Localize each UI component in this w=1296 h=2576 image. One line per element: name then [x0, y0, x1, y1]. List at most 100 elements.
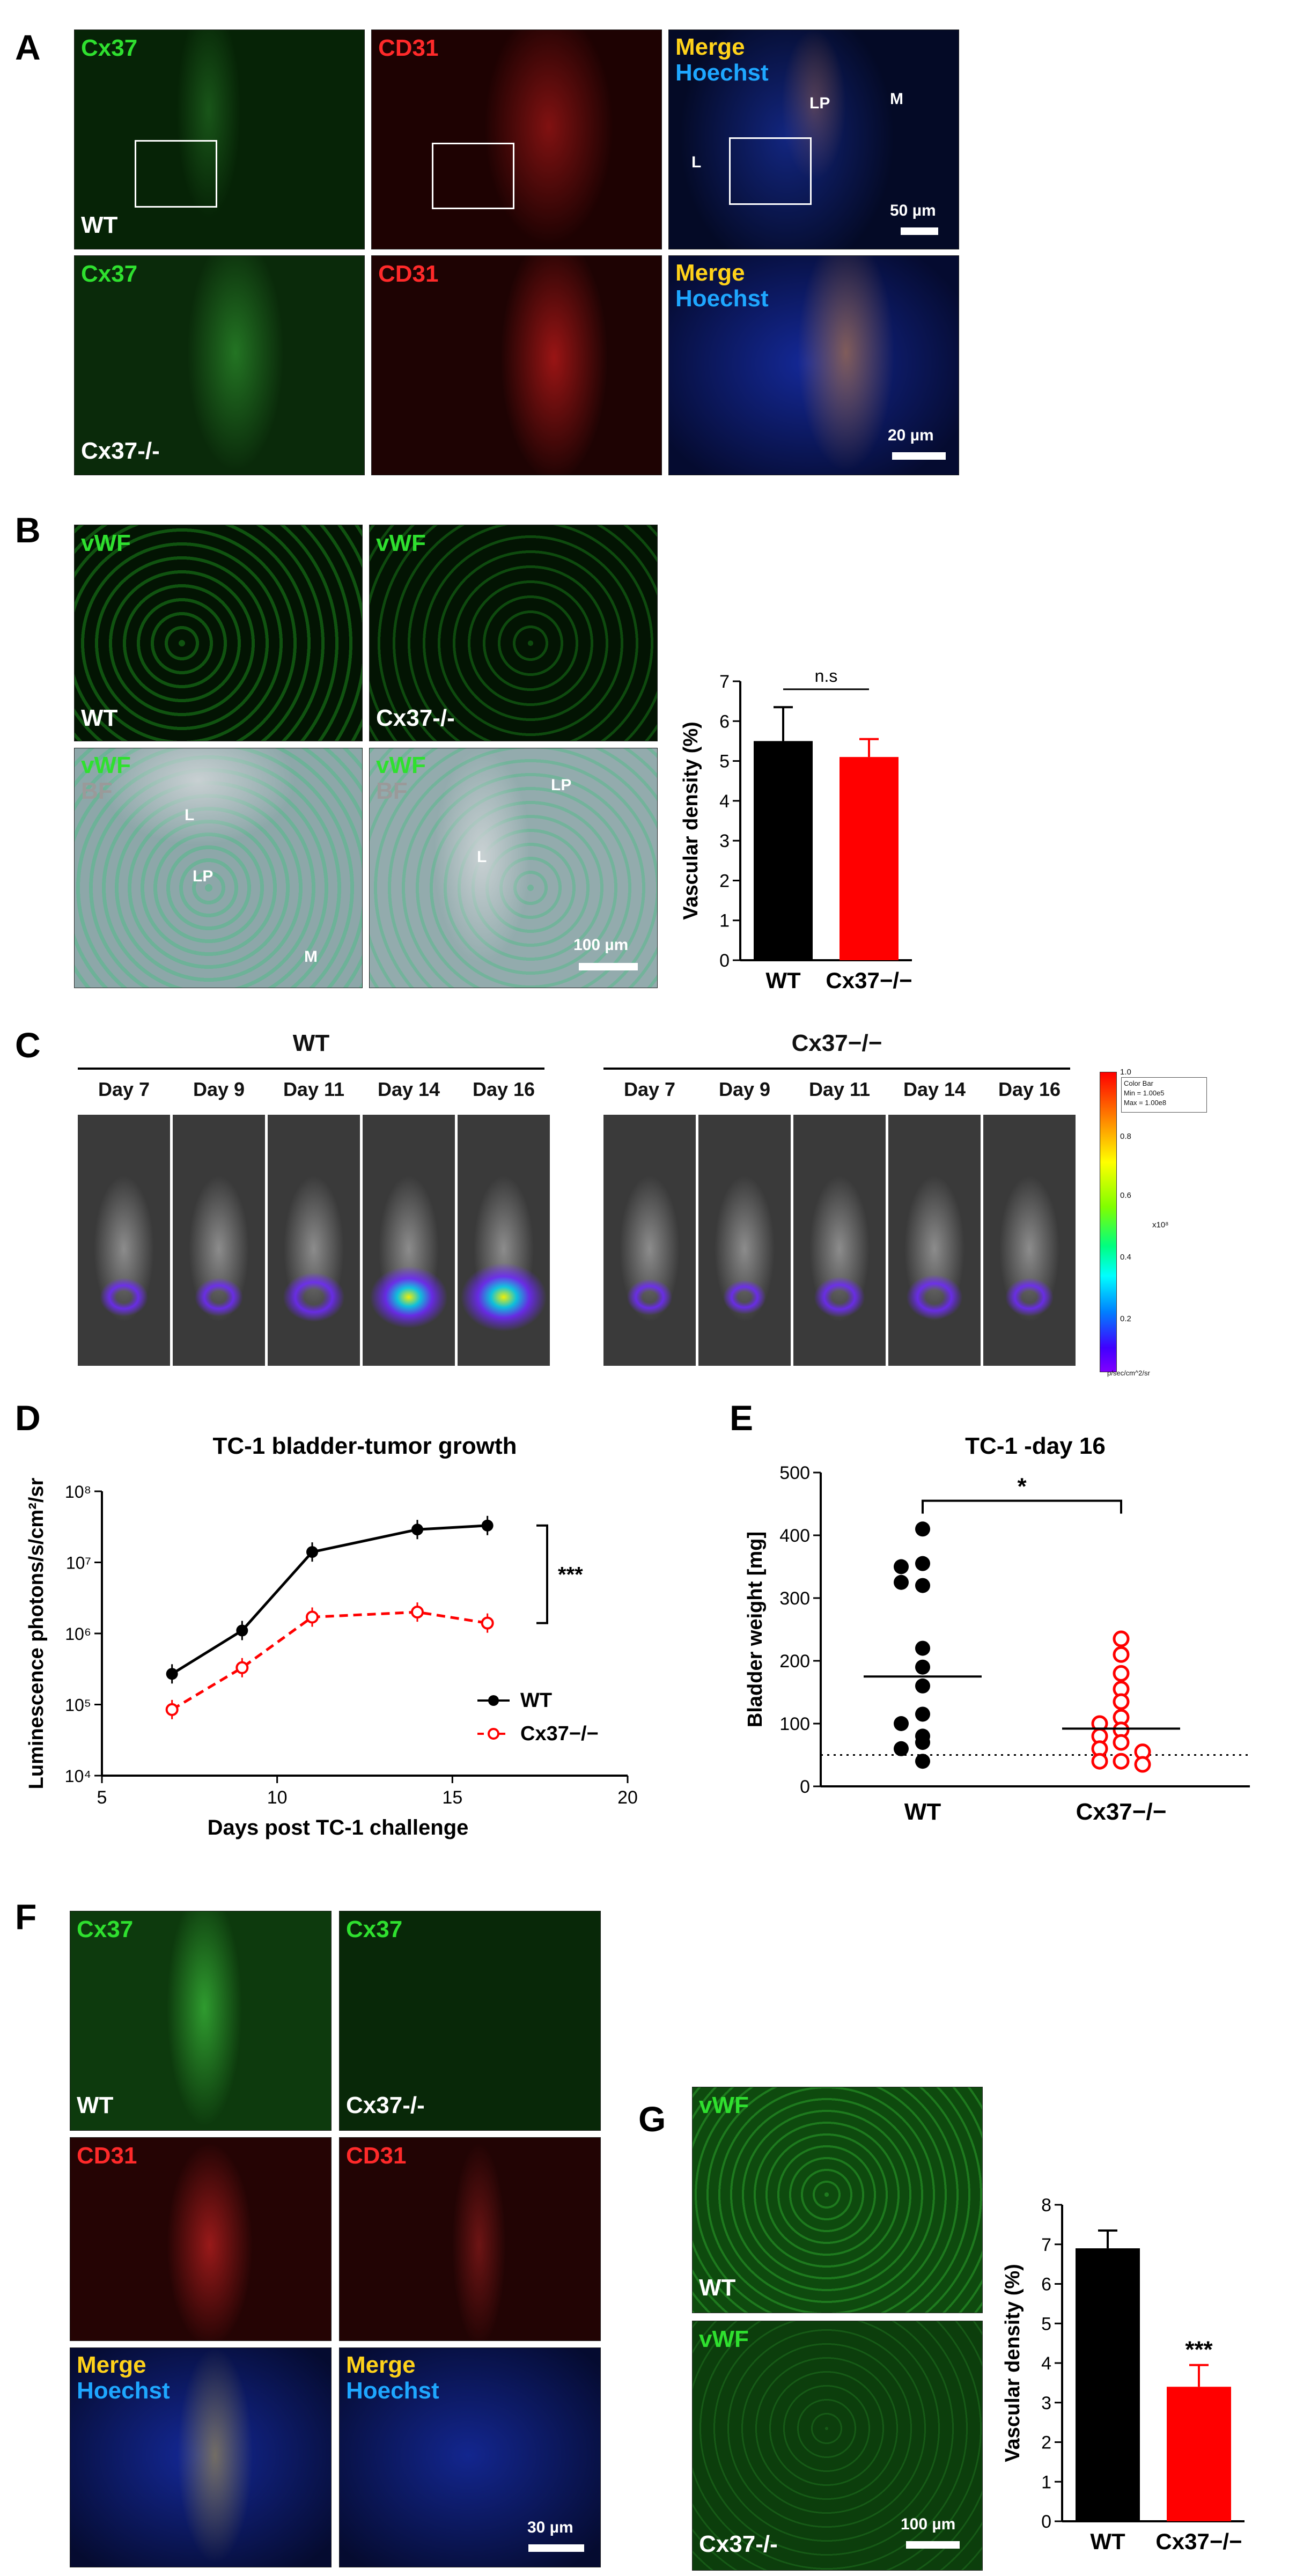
- label-genotype-ko: Cx37-/-: [699, 2531, 778, 2557]
- chart-title: TC-1 bladder-tumor growth: [212, 1433, 517, 1459]
- y-tick-label: 10⁴: [65, 1767, 91, 1786]
- data-point: [1113, 1734, 1130, 1751]
- x-category-label: WT: [904, 1799, 941, 1825]
- x-tick-label: 20: [617, 1787, 638, 1808]
- data-point: [306, 1546, 318, 1558]
- y-tick-label: 6: [719, 711, 730, 732]
- micrograph-f-cd31-wt: CD31: [70, 2137, 332, 2341]
- data-point: [236, 1624, 248, 1637]
- mouse-bioluminescence-image-wt: [268, 1115, 360, 1366]
- data-point: [1113, 1693, 1130, 1710]
- panel-letter-d: D: [15, 1398, 41, 1438]
- y-tick-label: 10⁸: [65, 1482, 91, 1502]
- y-tick-label: 2: [719, 871, 730, 891]
- panel-letter-g: G: [638, 2099, 666, 2139]
- chart-g-vascular-density: 0 1 2 3 4 5 6 7 8 Vascular density (%) WT Cx37−/− **…: [1002, 2195, 1245, 2554]
- y-tick-label: 7: [1041, 2235, 1051, 2255]
- label-lumen: L: [185, 806, 195, 824]
- significance-label: ***: [1185, 2337, 1213, 2363]
- significance-label: n.s: [815, 666, 838, 686]
- x-category-label: Cx37−/−: [1076, 1799, 1167, 1825]
- day-label: Day 16: [998, 1078, 1061, 1100]
- series-line-0: [171, 1524, 488, 1675]
- x-tick-label: 10: [267, 1787, 288, 1808]
- micrograph-f-merge-ko: Merge Hoechst 30 µm: [339, 2347, 601, 2567]
- x-tick-label: 5: [97, 1787, 107, 1808]
- scale-bar: [528, 2544, 584, 2552]
- panel-letter-e: E: [730, 1398, 754, 1438]
- label-cd31: CD31: [378, 35, 439, 61]
- label-cd31: CD31: [346, 2143, 407, 2169]
- micrograph-f-cx37-wt: Cx37 WT: [70, 1911, 332, 2131]
- micrograph-f-merge-wt: Merge Hoechst: [70, 2347, 332, 2567]
- y-tick-label: 10⁵: [65, 1696, 91, 1715]
- label-lumen: L: [477, 848, 487, 866]
- label-hoechst: Hoechst: [346, 2378, 439, 2404]
- chart-d-tumor-growth: TC-1 bladder-tumor growth 10⁴ 10⁵ 10⁶ 10⁷ 10⁸…: [25, 1433, 638, 1839]
- y-tick-label: 10⁶: [65, 1624, 91, 1644]
- bar-0: [1076, 2248, 1140, 2521]
- label-brightfield: BF: [81, 778, 113, 804]
- day-label: Day 16: [472, 1078, 535, 1100]
- scale-bar: [892, 452, 946, 460]
- label-merge: Merge: [346, 2352, 416, 2378]
- scale-bar-label: 50 µm: [890, 202, 936, 219]
- label-vwf: vWF: [699, 2326, 749, 2352]
- y-tick-label: 0: [800, 1777, 810, 1797]
- data-point: [165, 1703, 179, 1716]
- data-point: [481, 1616, 494, 1630]
- mouse-bioluminescence-image-wt: [363, 1115, 455, 1366]
- micrograph-b-vwf-wt: vWF WT: [74, 525, 363, 741]
- y-tick-label: 10⁷: [66, 1554, 91, 1573]
- color-bar-min: Min = 1.00e5: [1124, 1089, 1165, 1097]
- panel-letter-b: B: [15, 510, 41, 550]
- significance-label: ***: [558, 1563, 583, 1587]
- label-brightfield: BF: [376, 778, 408, 804]
- color-scale-bar: [1100, 1072, 1117, 1372]
- scale-bar-label: 30 µm: [527, 2519, 573, 2536]
- label-genotype-wt: WT: [77, 2092, 114, 2118]
- day-label: Day 9: [193, 1078, 245, 1100]
- day-label: Day 14: [903, 1078, 966, 1100]
- data-point: [915, 1706, 930, 1722]
- data-point: [915, 1659, 930, 1675]
- data-point: [894, 1559, 909, 1574]
- data-point: [915, 1556, 930, 1571]
- y-tick-label: 4: [1041, 2353, 1051, 2374]
- mouse-bioluminescence-image-ko: [983, 1115, 1076, 1366]
- significance-bracket: [536, 1524, 548, 1624]
- micrograph-b-vwf-ko: vWF Cx37-/-: [369, 525, 658, 741]
- day-label: Day 11: [283, 1078, 345, 1100]
- data-point: [1113, 1753, 1130, 1770]
- data-point: [1091, 1753, 1108, 1770]
- label-lamina-propria: LP: [193, 867, 213, 885]
- micrograph-a-merge-zoom: Merge Hoechst 20 µm: [668, 255, 959, 475]
- scale-bar-label: 100 µm: [573, 936, 629, 954]
- x-category-label: Cx37−/−: [1155, 2529, 1242, 2554]
- x-axis-title: Days post TC-1 challenge: [208, 1816, 469, 1839]
- x-category-label: Cx37−/−: [826, 968, 912, 993]
- y-tick-label: 5: [719, 752, 730, 772]
- scale-bar: [906, 2541, 960, 2549]
- label-vwf: vWF: [376, 530, 426, 556]
- y-tick-label: 500: [779, 1463, 810, 1483]
- data-point: [915, 1678, 930, 1694]
- group-underline-wt: [78, 1068, 544, 1070]
- label-muscle: M: [890, 90, 903, 108]
- label-merge: Merge: [77, 2352, 146, 2378]
- mouse-bioluminescence-image-ko: [793, 1115, 886, 1366]
- panel-letter-c: C: [15, 1025, 41, 1065]
- color-bar-exponent: x10⁸: [1152, 1220, 1169, 1230]
- data-point: [411, 1606, 424, 1619]
- label-vwf: vWF: [699, 2092, 749, 2118]
- label-merge: Merge: [675, 260, 745, 286]
- data-point: [411, 1523, 423, 1536]
- mouse-bioluminescence-image-ko: [698, 1115, 791, 1366]
- y-tick-label: 3: [1041, 2393, 1051, 2413]
- micrograph-b-bf-wt: vWF BF L LP M: [74, 748, 363, 988]
- roi-box: [432, 143, 514, 209]
- y-axis-title: Luminescence photons/s/cm²/sr: [25, 1477, 48, 1789]
- data-point: [1134, 1756, 1151, 1773]
- label-genotype-ko: Cx37-/-: [81, 438, 160, 464]
- y-axis-title: Bladder weight [mg]: [744, 1532, 767, 1727]
